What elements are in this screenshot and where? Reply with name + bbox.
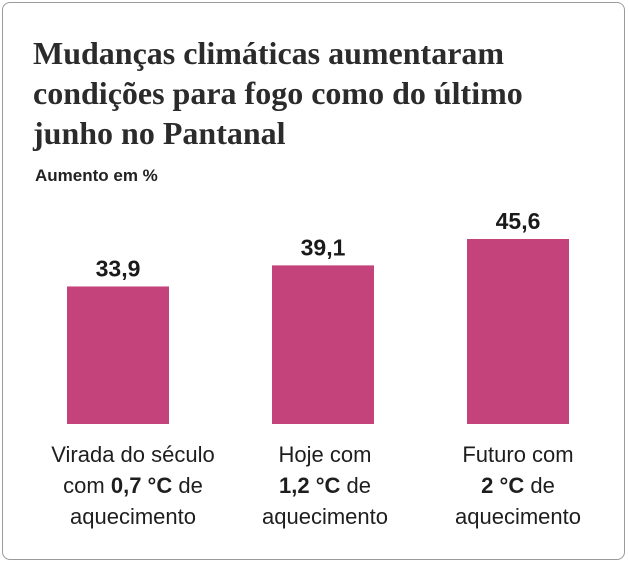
- category-label: Hoje com 1,2 °C de aquecimento: [220, 439, 430, 532]
- category-label-line: Futuro com: [462, 442, 574, 467]
- chart-card: Mudanças climáticas aumentaram condições…: [2, 2, 625, 560]
- bar: [67, 286, 169, 424]
- category-label: Futuro com 2 °C de aquecimento: [413, 439, 623, 532]
- category-label-line: aquecimento: [455, 504, 581, 529]
- bar-value-label: 45,6: [496, 208, 541, 234]
- bar: [467, 239, 569, 424]
- category-label-line: 2 °C de: [481, 473, 555, 498]
- y-axis-label: Aumento em %: [35, 166, 158, 185]
- category-label-line: Virada do século: [51, 442, 215, 467]
- bar: [272, 265, 374, 424]
- bar-value-label: 39,1: [301, 234, 346, 260]
- chart-title: Mudanças climáticas aumentaram condições…: [33, 35, 523, 151]
- bar-value-label: 33,9: [96, 255, 141, 281]
- category-label-line: com 0,7 °C de: [63, 473, 203, 498]
- category-label-line: aquecimento: [70, 504, 196, 529]
- category-label-line: Hoje com: [278, 442, 372, 467]
- category-label: Virada do século com 0,7 °C de aquecimen…: [28, 439, 238, 532]
- category-label-line: 1,2 °C de: [279, 473, 371, 498]
- bar-plot: 33,9 39,1 45,6: [67, 208, 569, 424]
- category-label-line: aquecimento: [262, 504, 388, 529]
